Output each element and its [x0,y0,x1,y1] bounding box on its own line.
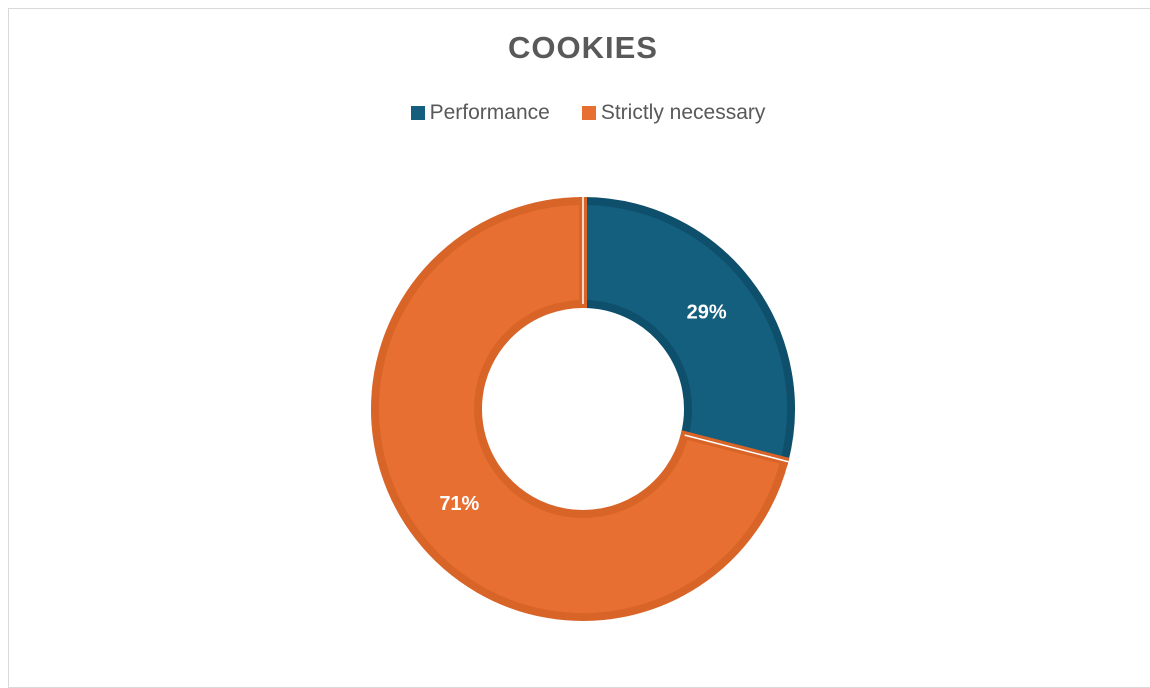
donut-data-labels: 29% 71% [439,301,727,515]
data-label-performance: 29% [687,301,727,323]
chart-title: COOKIES [508,30,658,65]
slice-strictly-necessary [371,196,790,621]
chart-legend: Performance Strictly necessary [0,101,1150,125]
legend-item-performance: Performance [410,101,550,125]
legend-label-performance: Performance [429,101,550,124]
data-label-strictly-necessary: 71% [439,493,479,515]
legend-swatch-performance [410,106,425,120]
legend-swatch-strictly-necessary [581,106,596,120]
slice-performance [579,196,795,466]
donut-chart: 29% 71% [371,196,795,621]
legend-label-strictly-necessary: Strictly necessary [600,101,766,124]
legend-item-strictly-necessary: Strictly necessary [581,101,766,125]
slice-separator-boundary [684,434,789,463]
donut-slices [371,196,795,621]
